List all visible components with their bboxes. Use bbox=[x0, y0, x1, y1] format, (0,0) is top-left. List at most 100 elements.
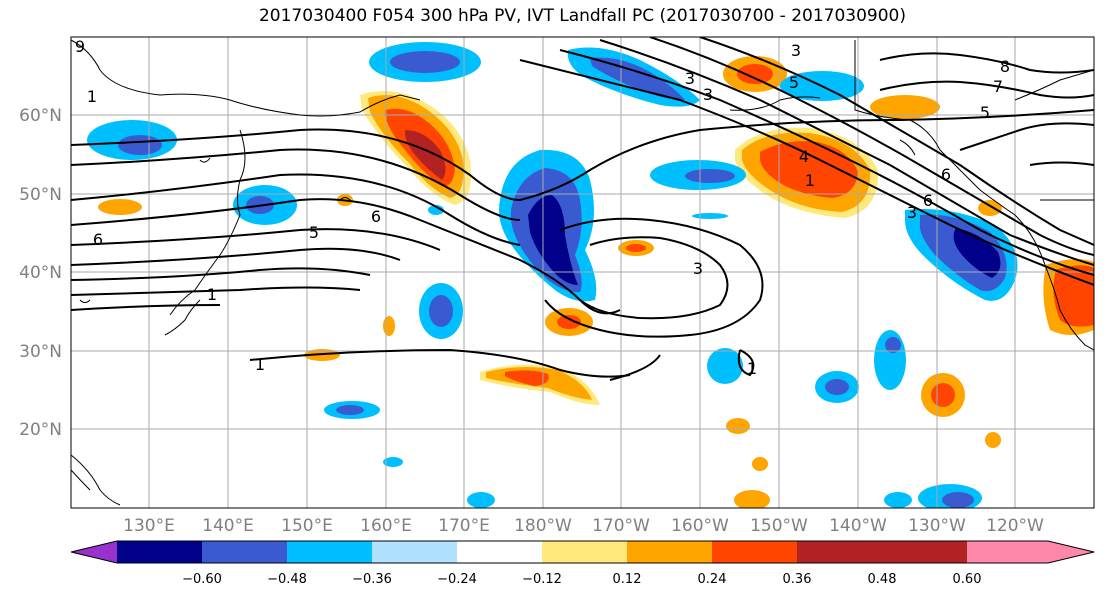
colorbar-tick-label: 0.48 bbox=[868, 572, 897, 587]
anomaly-blob-positive bbox=[978, 200, 1002, 216]
lon-label: 140°W bbox=[829, 516, 887, 536]
lon-label: 160°W bbox=[671, 516, 729, 536]
colorbar-tick-label: 0.12 bbox=[613, 572, 642, 587]
lat-label: 30°N bbox=[19, 342, 62, 362]
colorbar-segment bbox=[712, 541, 797, 563]
graticule bbox=[71, 37, 1094, 508]
anomaly-blob-positive bbox=[726, 418, 750, 434]
anomaly-blob-positive bbox=[870, 95, 940, 119]
contour-label: 6 bbox=[941, 165, 951, 184]
colorbar: −0.60 −0.48 −0.36 −0.24 −0.12 0.12 0.24 … bbox=[70, 540, 1095, 587]
anomaly-blob-negative bbox=[467, 492, 495, 508]
anomaly-blob-negative bbox=[707, 348, 743, 384]
anomaly-blob-positive bbox=[931, 383, 955, 407]
lat-label: 60°N bbox=[19, 106, 62, 126]
map-title: 2017030400 F054 300 hPa PV, IVT Landfall… bbox=[258, 6, 906, 26]
anomaly-blob-negative bbox=[825, 379, 849, 395]
lon-label: 150°W bbox=[750, 516, 808, 536]
anomaly-blob-negative bbox=[942, 492, 974, 508]
contour-label: 3 bbox=[791, 41, 801, 60]
anomaly-blob-negative bbox=[383, 457, 403, 467]
anomaly-blob-positive bbox=[383, 316, 395, 336]
anomaly-blob-negative bbox=[428, 205, 444, 215]
anomaly-blob-negative bbox=[336, 405, 364, 415]
colorbar-tick-label: −0.60 bbox=[182, 572, 222, 587]
contour-label: 4 bbox=[799, 147, 809, 166]
colorbar-tick-label: −0.36 bbox=[352, 572, 392, 587]
colorbar-tick-label: 0.60 bbox=[953, 572, 982, 587]
colorbar-segment bbox=[967, 541, 1048, 563]
lon-label: 140°E bbox=[202, 516, 254, 536]
colorbar-outline bbox=[70, 540, 1095, 564]
colorbar-segment bbox=[627, 541, 712, 563]
colorbar-tick-label: −0.12 bbox=[522, 572, 562, 587]
anomaly-blob-negative bbox=[429, 295, 453, 327]
colorbar-tick-label: 0.24 bbox=[698, 572, 727, 587]
lon-label: 130°E bbox=[123, 516, 175, 536]
map-frame bbox=[70, 36, 1095, 509]
colorbar-segment bbox=[287, 541, 372, 563]
contour-label: 3 bbox=[685, 69, 695, 88]
anomaly-blob-negative bbox=[369, 42, 481, 82]
contour-label: 7 bbox=[993, 77, 1003, 96]
anomaly-blob-negative bbox=[685, 169, 735, 183]
colorbar-segment bbox=[372, 541, 457, 563]
contour-label: 3 bbox=[703, 85, 713, 104]
lon-label: 150°E bbox=[281, 516, 333, 536]
anomaly-blob-positive bbox=[1043, 259, 1094, 335]
longitude-axis: 130°E 140°E 150°E 160°E 170°E 180°W 170°… bbox=[123, 516, 1044, 536]
contour-label: 3 bbox=[693, 259, 703, 278]
contour-label: 5 bbox=[980, 103, 990, 122]
lat-label: 50°N bbox=[19, 185, 62, 205]
lat-label: 40°N bbox=[19, 263, 62, 283]
contour-label: 1 bbox=[207, 285, 217, 304]
colorbar-segment bbox=[202, 541, 287, 563]
contour-label: 1 bbox=[87, 87, 97, 106]
anomaly-blob-positive bbox=[480, 364, 600, 405]
contour-label: 1 bbox=[747, 359, 757, 378]
anomaly-blob-positive bbox=[735, 127, 879, 218]
colorbar-tick-label: −0.24 bbox=[437, 572, 477, 587]
anomaly-blob-negative bbox=[885, 337, 901, 353]
anomaly-blob-positive bbox=[98, 199, 142, 215]
colorbar-segment bbox=[117, 541, 202, 563]
pv-shading bbox=[87, 42, 1094, 508]
colorbar-segment bbox=[882, 541, 967, 563]
colorbar-tick-label: 0.36 bbox=[783, 572, 812, 587]
colorbar-segment bbox=[457, 541, 542, 563]
anomaly-blob-negative bbox=[118, 135, 162, 155]
contour-label: 5 bbox=[789, 73, 799, 92]
contour-label: 5 bbox=[309, 223, 319, 242]
contour-label: 6 bbox=[371, 207, 381, 226]
contour-label: 6 bbox=[93, 230, 103, 249]
lon-label: 170°E bbox=[438, 516, 490, 536]
lon-label: 160°E bbox=[360, 516, 412, 536]
anomaly-blob-negative bbox=[499, 149, 597, 302]
anomaly-blob-positive bbox=[985, 432, 1001, 448]
anomaly-blob-positive bbox=[557, 315, 581, 329]
contour-label: 1 bbox=[805, 171, 815, 190]
contour-label: 9 bbox=[75, 37, 85, 56]
colorbar-extend-high bbox=[1048, 541, 1094, 563]
lon-label: 170°W bbox=[592, 516, 650, 536]
lon-label: 120°W bbox=[986, 516, 1044, 536]
anomaly-blob-positive bbox=[752, 457, 768, 471]
contour-labels: 6 5 6 1 1 3 5 3 4 1 3 6 7 5 8 1 3 1 9 3 … bbox=[75, 37, 1010, 378]
anomaly-blob-negative bbox=[567, 47, 700, 107]
latitude-axis: 60°N 50°N 40°N 30°N 20°N bbox=[19, 106, 62, 440]
lon-label: 180°W bbox=[514, 516, 572, 536]
anomaly-blob-negative bbox=[692, 213, 728, 219]
colorbar-tick-label: −0.48 bbox=[267, 572, 307, 587]
colorbar-segment bbox=[797, 541, 882, 563]
colorbar-extend-low bbox=[71, 541, 117, 563]
anomaly-blob-positive bbox=[723, 56, 787, 92]
ivt-contours bbox=[71, 37, 1094, 381]
lon-label: 130°W bbox=[908, 516, 966, 536]
colorbar-segment bbox=[542, 541, 627, 563]
anomaly-blob-positive bbox=[734, 490, 770, 508]
lat-label: 20°N bbox=[19, 420, 62, 440]
contour-label: 6 bbox=[923, 191, 933, 210]
anomaly-blob-positive bbox=[626, 244, 646, 252]
contour-label: 8 bbox=[1000, 57, 1010, 76]
contour-label: 1 bbox=[255, 355, 265, 374]
